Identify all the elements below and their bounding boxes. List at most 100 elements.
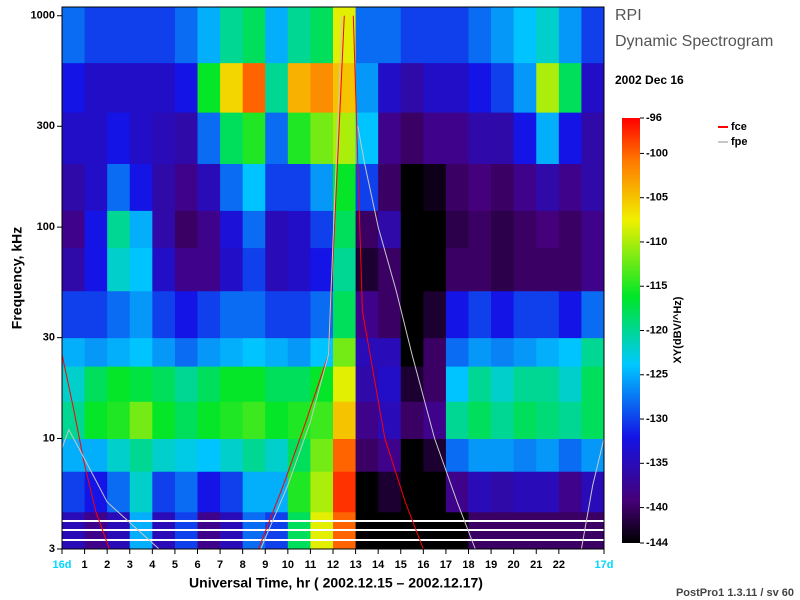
heatmap-cell <box>84 163 108 211</box>
colorbar-label: XY(dBV/^Hz) <box>672 296 684 363</box>
colorbar-tick-label: -100 <box>646 147 668 159</box>
heatmap-cell <box>107 438 131 472</box>
heatmap-cell <box>152 210 176 249</box>
heatmap-cell <box>581 337 604 367</box>
heatmap-cell <box>400 210 424 249</box>
heatmap-cell <box>536 112 560 164</box>
heatmap <box>62 7 604 549</box>
x-tick-label: 7 <box>217 559 223 571</box>
heatmap-cell <box>445 366 469 402</box>
heatmap-cell <box>536 62 560 113</box>
heatmap-cell <box>310 7 334 64</box>
heatmap-cell <box>468 163 492 211</box>
heatmap-cell <box>84 112 108 164</box>
heatmap-cell <box>513 112 537 164</box>
heatmap-cell <box>84 7 108 64</box>
heatmap-cell <box>445 401 469 439</box>
heatmap-cell <box>107 62 131 113</box>
heatmap-cell <box>355 7 379 64</box>
heatmap-cell <box>62 7 86 64</box>
heatmap-cell <box>220 163 244 211</box>
heatmap-cell <box>445 62 469 113</box>
heatmap-cell <box>62 290 86 339</box>
colorbar-tick-label: -115 <box>646 280 667 292</box>
heatmap-cell <box>197 438 221 472</box>
heatmap-cell <box>581 401 604 439</box>
heatmap-cell <box>197 401 221 439</box>
curves <box>62 15 604 549</box>
heatmap-cell <box>197 210 221 249</box>
heatmap-cell <box>491 438 515 472</box>
heatmap-cell <box>84 438 108 472</box>
heatmap-cell <box>558 337 582 367</box>
heatmap-cell <box>197 290 221 339</box>
heatmap-cell <box>287 163 311 211</box>
heatmap-cell <box>423 471 447 513</box>
x-tick-label: 8 <box>240 559 246 571</box>
heatmap-cell <box>491 401 515 439</box>
curve <box>62 15 604 549</box>
heatmap-cell <box>197 7 221 64</box>
heatmap-cell <box>310 471 334 513</box>
heatmap-cell <box>536 438 560 472</box>
heatmap-cell <box>107 290 131 339</box>
heatmap-cell <box>220 7 244 64</box>
heatmap-cell <box>152 7 176 64</box>
heatmap-cell <box>581 438 604 472</box>
heatmap-cell <box>197 112 221 164</box>
heatmap-cell <box>355 62 379 113</box>
x-tick-label: 20 <box>508 559 520 571</box>
heatmap-cell <box>333 438 357 472</box>
heatmap-cell <box>242 290 266 339</box>
heatmap-cell <box>129 438 153 472</box>
heatmap-cell <box>174 112 198 164</box>
heatmap-cell <box>536 471 560 513</box>
heatmap-cell <box>62 366 86 402</box>
heatmap-cell <box>536 7 560 64</box>
heatmap-cell <box>445 438 469 472</box>
heatmap-cell <box>423 247 447 292</box>
heatmap-cell <box>287 401 311 439</box>
x-tick-label: 12 <box>327 559 339 571</box>
heatmap-cell <box>513 210 537 249</box>
heatmap-cell <box>310 247 334 292</box>
heatmap-cell <box>174 438 198 472</box>
heatmap-cell <box>378 290 402 339</box>
date: 2002 Dec 16 <box>615 73 684 87</box>
heatmap-cell <box>310 366 334 402</box>
heatmap-cell <box>107 163 131 211</box>
heatmap-cell <box>197 337 221 367</box>
heatmap-cell <box>333 471 357 513</box>
x-tick-label: 6 <box>194 559 200 571</box>
heatmap-cell <box>62 247 86 292</box>
heatmap-cell <box>445 247 469 292</box>
heatmap-cell <box>558 401 582 439</box>
heatmap-cell <box>491 366 515 402</box>
heatmap-cell <box>468 210 492 249</box>
heatmap-cell <box>400 401 424 439</box>
heatmap-cell <box>400 290 424 339</box>
heatmap-cell <box>129 401 153 439</box>
heatmap-cell <box>355 290 379 339</box>
heatmap-cell <box>152 401 176 439</box>
heatmap-cell <box>129 366 153 402</box>
heatmap-cell <box>152 247 176 292</box>
heatmap-cell <box>265 471 289 513</box>
heatmap-cell <box>129 112 153 164</box>
heatmap-cell <box>333 163 357 211</box>
heatmap-cell <box>107 7 131 64</box>
heatmap-cell <box>310 210 334 249</box>
heatmap-cell <box>242 112 266 164</box>
heatmap-cell <box>62 112 86 164</box>
heatmap-cell <box>491 7 515 64</box>
heatmap-cell <box>400 112 424 164</box>
heatmap-cell <box>197 62 221 113</box>
heatmap-cell <box>265 163 289 211</box>
x-tick-label: 15 <box>395 559 407 571</box>
heatmap-cell <box>558 210 582 249</box>
colorbar-tick-label: -135 <box>646 457 668 469</box>
heatmap-cell <box>84 62 108 113</box>
heatmap-cell <box>581 471 604 513</box>
heatmap-cell <box>174 401 198 439</box>
